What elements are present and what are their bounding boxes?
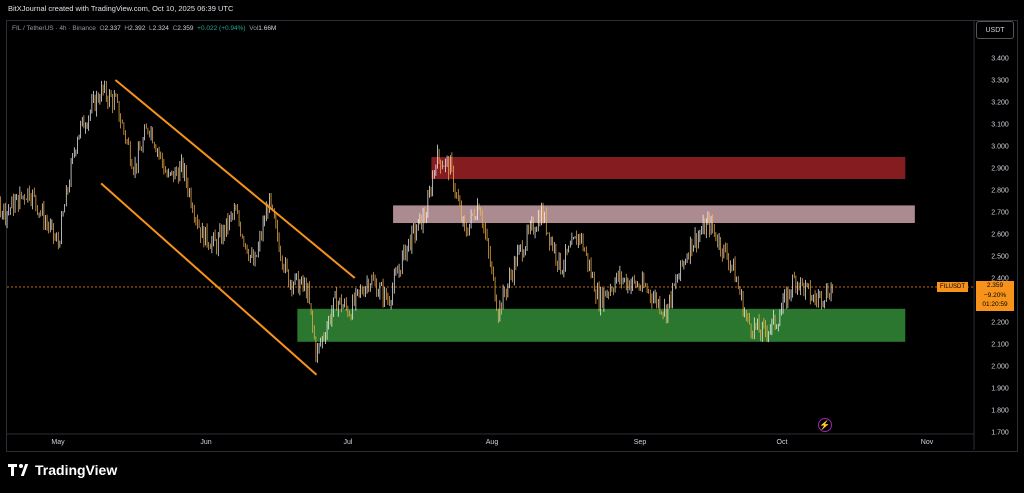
close-value: 2.359 — [177, 25, 194, 32]
y-tick-label: 2.500 — [991, 254, 1009, 261]
x-tick-label: Oct — [777, 439, 788, 446]
y-tick-label: 2.400 — [991, 276, 1009, 283]
y-tick-label: 1.700 — [991, 430, 1009, 437]
y-tick-label: 2.100 — [991, 342, 1009, 349]
symbol-price-tag: FILUSDT — [937, 282, 969, 292]
x-tick-label: Aug — [486, 439, 499, 446]
x-tick-label: May — [51, 439, 65, 446]
channel-lower-line — [100, 182, 318, 376]
y-tick-label: 2.000 — [991, 364, 1009, 371]
resistance-zone-low — [393, 205, 915, 223]
x-tick-label: Nov — [921, 439, 934, 446]
close-label: C — [172, 25, 178, 32]
high-label: H — [124, 25, 130, 32]
bar-countdown: 01:20:59 — [982, 301, 1008, 308]
open-value: 2.337 — [104, 25, 121, 32]
chart-header: BitXJournal created with TradingView.com… — [8, 4, 234, 13]
support-zone — [297, 308, 906, 342]
y-tick-label: 3.300 — [991, 78, 1009, 85]
currency-button[interactable]: USDT — [976, 21, 1014, 39]
price-change: −9.20% — [983, 291, 1007, 299]
y-tick-label: 2.600 — [991, 232, 1009, 239]
chart-frame — [6, 20, 1018, 452]
x-tick-label: Jul — [344, 439, 353, 446]
volume-value: 1.66M — [258, 25, 277, 32]
x-tick-label: Sep — [634, 439, 647, 446]
volume-label: Vol — [249, 25, 259, 32]
channel-upper-line — [114, 79, 356, 279]
y-tick-label: 3.000 — [991, 144, 1009, 151]
high-value: 2.392 — [129, 25, 146, 32]
open-label: O — [99, 25, 105, 32]
low-label: L — [149, 25, 153, 32]
symbol-name[interactable]: FIL / TetherUS · 4h · Binance — [12, 25, 96, 32]
brand-name: TradingView — [35, 462, 118, 478]
lightning-icon[interactable]: ⚡ — [818, 418, 832, 432]
y-tick-label: 3.100 — [991, 122, 1009, 129]
symbol-legend: FIL / TetherUS · 4h · Binance O2.337 H2.… — [12, 25, 276, 32]
y-tick-label: 1.800 — [991, 408, 1009, 415]
tv-logo-icon — [8, 463, 30, 477]
last-price: 2.359 — [986, 282, 1004, 289]
y-tick-label: 3.400 — [991, 56, 1009, 63]
y-tick-label: 2.900 — [991, 166, 1009, 173]
y-tick-label: 1.900 — [991, 386, 1009, 393]
x-tick-label: Jun — [200, 439, 211, 446]
tradingview-logo[interactable]: TradingView — [8, 462, 117, 478]
resistance-zone-high — [431, 157, 906, 179]
last-price-box: 2.359 −9.20% 01:20:59 — [976, 281, 1014, 311]
y-tick-label: 2.200 — [991, 320, 1009, 327]
y-tick-label: 3.200 — [991, 100, 1009, 107]
y-tick-label: 2.700 — [991, 210, 1009, 217]
y-tick-label: 2.800 — [991, 188, 1009, 195]
low-value: 2.324 — [152, 25, 169, 32]
change-value: +0.022 (+0.94%) — [197, 25, 246, 32]
